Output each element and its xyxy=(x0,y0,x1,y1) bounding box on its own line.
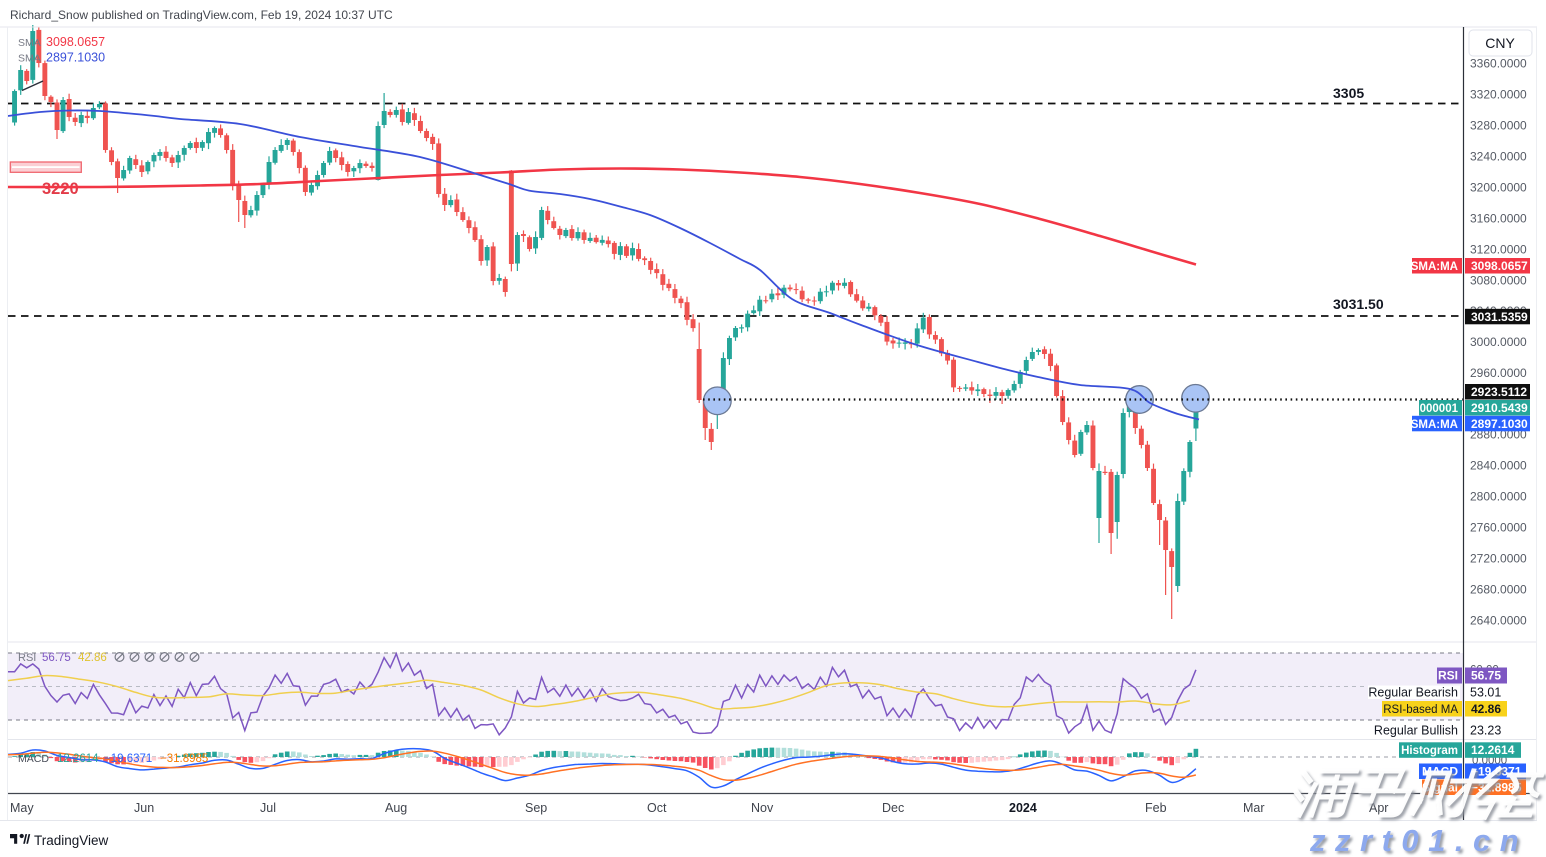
svg-text:3305: 3305 xyxy=(1333,85,1364,101)
svg-text:42.86: 42.86 xyxy=(1471,702,1501,716)
svg-text:Dec: Dec xyxy=(882,801,904,815)
svg-text:Regular Bullish: Regular Bullish xyxy=(1374,724,1458,738)
svg-text:zzrt01.cn: zzrt01.cn xyxy=(1309,823,1528,857)
svg-text:2640.0000: 2640.0000 xyxy=(1470,614,1527,628)
svg-text:SMA: SMA xyxy=(18,53,41,65)
svg-text:2897.1030: 2897.1030 xyxy=(46,51,105,65)
svg-text:3098.0657: 3098.0657 xyxy=(46,35,105,49)
svg-text:Histogram: Histogram xyxy=(1401,745,1458,757)
svg-text:Regular Bearish: Regular Bearish xyxy=(1368,686,1458,700)
svg-text:56.75: 56.75 xyxy=(1471,669,1501,683)
svg-text:42.86: 42.86 xyxy=(78,652,107,664)
svg-text:2760.0000: 2760.0000 xyxy=(1470,521,1527,535)
svg-text:3031.50: 3031.50 xyxy=(1333,296,1384,312)
svg-text:000001: 000001 xyxy=(1420,403,1459,415)
svg-text:MACD: MACD xyxy=(18,753,49,765)
svg-text:23.23: 23.23 xyxy=(1470,724,1501,738)
svg-text:2910.5439: 2910.5439 xyxy=(1471,401,1528,415)
svg-text:2024: 2024 xyxy=(1009,801,1037,815)
svg-text:RSI: RSI xyxy=(1438,669,1458,683)
svg-text:CNY: CNY xyxy=(1485,35,1515,51)
svg-text:TradingView: TradingView xyxy=(34,833,109,848)
svg-text:3200.0000: 3200.0000 xyxy=(1470,181,1527,195)
svg-text:SMA: SMA xyxy=(18,37,41,49)
svg-text:56.75: 56.75 xyxy=(42,652,71,664)
svg-text:Mar: Mar xyxy=(1243,801,1265,815)
svg-text:3240.0000: 3240.0000 xyxy=(1470,150,1527,164)
svg-text:Aug: Aug xyxy=(385,801,407,815)
svg-text:Oct: Oct xyxy=(647,801,667,815)
svg-text:RSI-based MA: RSI-based MA xyxy=(1383,704,1458,716)
svg-text:3160.0000: 3160.0000 xyxy=(1470,212,1527,226)
svg-text:May: May xyxy=(10,801,34,815)
svg-text:Nov: Nov xyxy=(751,801,774,815)
svg-text:3360.0000: 3360.0000 xyxy=(1470,57,1527,71)
svg-text:53.01: 53.01 xyxy=(1470,686,1501,700)
svg-text:2897.1030: 2897.1030 xyxy=(1471,417,1528,431)
svg-text:2923.5112: 2923.5112 xyxy=(1471,385,1527,399)
svg-text:SMA:MA: SMA:MA xyxy=(1411,261,1458,273)
svg-text:Feb: Feb xyxy=(1145,801,1167,815)
svg-text:Jul: Jul xyxy=(260,801,276,815)
svg-text:2720.0000: 2720.0000 xyxy=(1470,552,1527,566)
svg-text:Richard_Snow published on Trad: Richard_Snow published on TradingView.co… xyxy=(10,8,393,22)
svg-text:3080.0000: 3080.0000 xyxy=(1470,274,1527,288)
svg-text:3031.5359: 3031.5359 xyxy=(1471,310,1528,324)
svg-text:3220: 3220 xyxy=(42,180,79,198)
svg-text:12.2614: 12.2614 xyxy=(57,753,99,765)
svg-text:3098.0657: 3098.0657 xyxy=(1471,259,1528,273)
svg-text:2800.0000: 2800.0000 xyxy=(1470,490,1527,504)
svg-text:12.2614: 12.2614 xyxy=(1471,743,1515,757)
svg-text:Apr: Apr xyxy=(1369,801,1388,815)
svg-text:3320.0000: 3320.0000 xyxy=(1470,88,1527,102)
svg-text:2680.0000: 2680.0000 xyxy=(1470,583,1527,597)
svg-text:RSI: RSI xyxy=(18,652,36,664)
svg-text:3280.0000: 3280.0000 xyxy=(1470,119,1527,133)
svg-text:Jun: Jun xyxy=(134,801,154,815)
svg-text:−19.6371: −19.6371 xyxy=(104,753,152,765)
svg-text:−31.8985: −31.8985 xyxy=(160,753,208,765)
svg-text:2960.0000: 2960.0000 xyxy=(1470,366,1527,380)
svg-text:SMA:MA: SMA:MA xyxy=(1411,419,1458,431)
svg-text:Sep: Sep xyxy=(525,801,547,815)
svg-text:3000.0000: 3000.0000 xyxy=(1470,335,1527,349)
svg-text:2840.0000: 2840.0000 xyxy=(1470,459,1527,473)
svg-text:3120.0000: 3120.0000 xyxy=(1470,243,1527,257)
